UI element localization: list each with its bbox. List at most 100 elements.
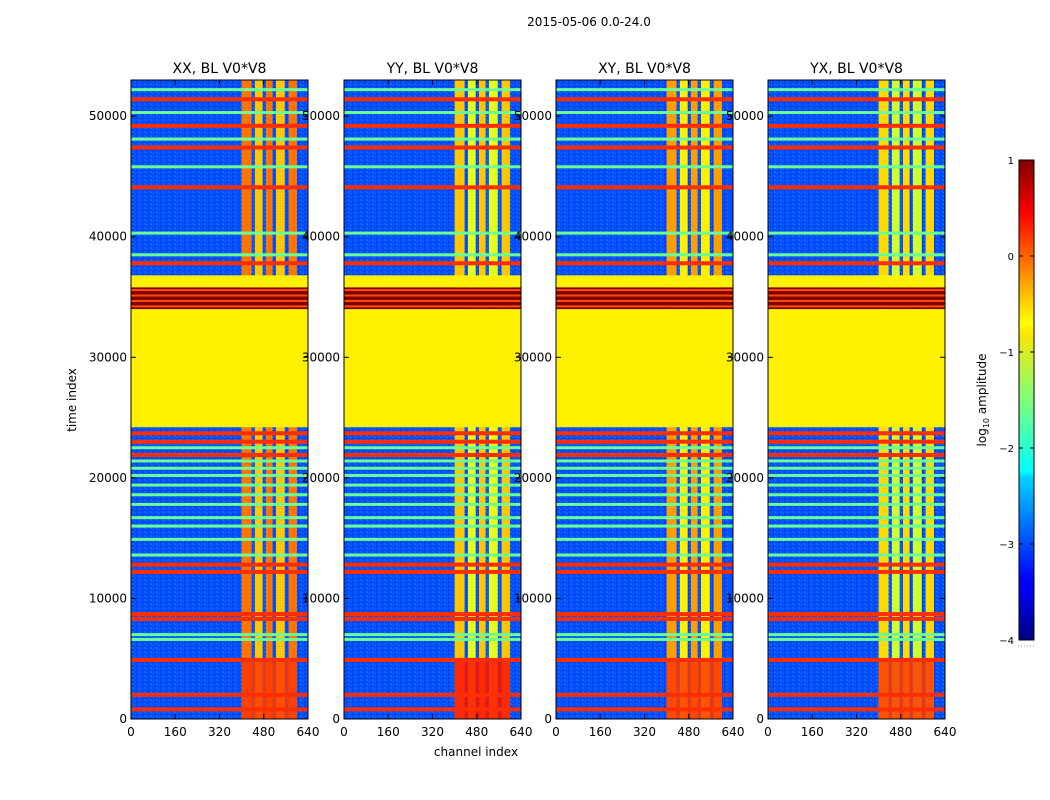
moderate-row — [131, 483, 308, 487]
y-axis-label: time index — [65, 368, 79, 432]
moderate-row — [556, 516, 733, 520]
moderate-row — [344, 466, 521, 470]
panel-2: XY, BL V0*V8 0 160 320 480 640 0 10000 20000 3000… — [514, 61, 745, 739]
moderate-row — [131, 446, 308, 450]
bright-row — [344, 431, 521, 436]
moderate-row — [131, 111, 308, 115]
bright-row — [131, 185, 308, 190]
colorbar-label-suffix: amplitude — [975, 354, 989, 418]
moderate-row — [344, 633, 521, 637]
moderate-row — [131, 637, 308, 641]
bright-row — [344, 452, 521, 457]
moderate-row — [556, 633, 733, 637]
moderate-row — [344, 165, 521, 169]
bright-row — [131, 569, 308, 574]
saturated-stripe — [768, 289, 945, 292]
bright-row — [768, 439, 945, 444]
bright-row — [768, 616, 945, 621]
panel-title: XY, BL V0*V8 — [598, 61, 691, 77]
saturated-stripe — [344, 299, 521, 302]
moderate-row — [131, 137, 308, 141]
figure-suptitle: 2015-05-06 0.0-24.0 — [527, 15, 651, 29]
panel-0: XX, BL V0*V8 0 160 320 480 640 0 10000 20000 3000… — [89, 61, 320, 739]
y-tick-label: 40000 — [302, 230, 340, 244]
moderate-row — [131, 88, 308, 92]
moderate-row — [344, 111, 521, 115]
saturated-stripe — [556, 289, 733, 292]
moderate-row — [131, 165, 308, 169]
bright-row — [131, 616, 308, 621]
moderate-row — [768, 633, 945, 637]
bright-row — [131, 123, 308, 128]
moderate-row — [768, 637, 945, 641]
colorbar-ticks: 1 0 −1 −2 −3 −4 — [999, 156, 1034, 647]
moderate-row — [768, 502, 945, 506]
bright-row — [131, 657, 308, 662]
colorbar-tick-label: −2 — [999, 444, 1014, 455]
moderate-row — [344, 524, 521, 528]
bright-row — [131, 431, 308, 436]
heatmap-image-3 — [768, 80, 945, 719]
moderate-row — [556, 466, 733, 470]
colorbar-tick-label: −1 — [999, 348, 1014, 359]
moderate-row — [768, 493, 945, 497]
y-tick-label: 40000 — [514, 230, 552, 244]
saturated-stripe — [131, 289, 308, 292]
colorbar-gradient — [1018, 159, 1035, 641]
bright-row — [344, 562, 521, 567]
saturated-stripe — [131, 305, 308, 308]
panel-3: YX, BL V0*V8 0 160 320 480 640 0 10000 20000 3000… — [726, 61, 957, 739]
moderate-row — [344, 483, 521, 487]
moderate-row — [556, 231, 733, 235]
bright-row — [131, 97, 308, 102]
saturated-stripe — [131, 299, 308, 302]
y-tick-label: 10000 — [726, 591, 764, 605]
x-tick-label: 320 — [633, 725, 656, 739]
y-tick-label: 0 — [544, 712, 552, 726]
panel-1: YY, BL V0*V8 0 160 320 480 640 0 10000 20000 3000… — [302, 61, 533, 739]
bright-row — [556, 692, 733, 697]
flagged-block — [768, 309, 945, 428]
bright-row — [768, 145, 945, 150]
bright-row — [556, 261, 733, 266]
saturated-block — [768, 287, 945, 310]
x-tick-label: 640 — [722, 725, 745, 739]
saturated-stripe — [768, 305, 945, 308]
bright-row — [768, 261, 945, 266]
x-axis-label: channel index — [434, 745, 518, 759]
moderate-row — [768, 473, 945, 477]
moderate-row — [131, 459, 308, 463]
y-tick-label: 50000 — [89, 109, 127, 123]
colorbar-tick-label: −4 — [999, 636, 1014, 647]
moderate-row — [556, 253, 733, 257]
bright-row — [556, 431, 733, 436]
bright-row — [131, 707, 308, 712]
moderate-row — [556, 483, 733, 487]
bright-row — [344, 261, 521, 266]
panel-title: YX, BL V0*V8 — [809, 61, 903, 77]
colorbar-tick-label: −3 — [999, 540, 1014, 551]
moderate-row — [131, 231, 308, 235]
bright-row — [131, 145, 308, 150]
bright-row — [768, 97, 945, 102]
moderate-row — [556, 493, 733, 497]
x-tick-label: 480 — [677, 725, 700, 739]
y-tick-label: 40000 — [89, 230, 127, 244]
moderate-row — [768, 516, 945, 520]
bright-row — [556, 123, 733, 128]
bright-row — [768, 692, 945, 697]
bright-row — [131, 439, 308, 444]
colorbar-tick-label: 1 — [1008, 156, 1014, 167]
saturated-stripe — [344, 294, 521, 297]
bright-row — [768, 569, 945, 574]
moderate-row — [556, 524, 733, 528]
saturated-stripe — [344, 289, 521, 292]
colorbar-label: log10 amplitude — [975, 354, 991, 447]
flagged-block — [556, 309, 733, 428]
bright-row — [131, 692, 308, 697]
panel-title: XX, BL V0*V8 — [173, 61, 267, 77]
x-tick-label: 320 — [208, 725, 231, 739]
x-tick-label: 640 — [510, 725, 533, 739]
saturated-block — [131, 287, 308, 310]
